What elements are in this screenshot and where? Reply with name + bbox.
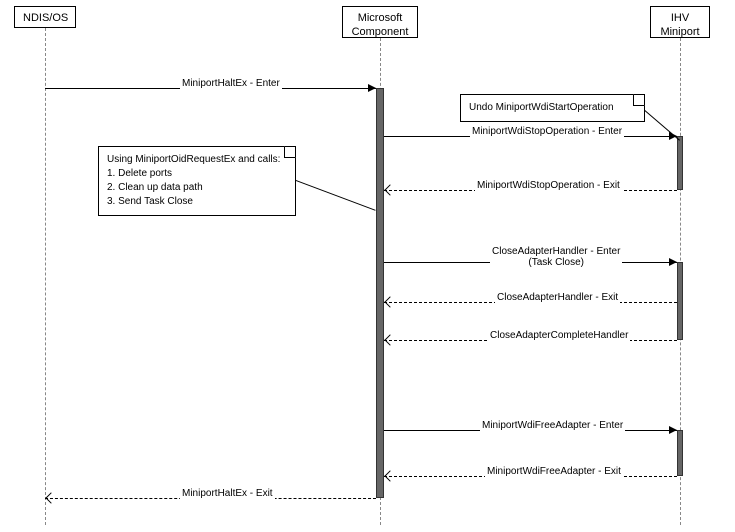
- message-label-1: MiniportWdiStopOperation - Enter: [470, 126, 624, 137]
- participant-msft: MicrosoftComponent: [342, 6, 418, 38]
- message-label-2: MiniportWdiStopOperation - Exit: [475, 180, 622, 191]
- activation-ihv-1: [677, 136, 683, 190]
- participant-ihv: IHVMiniport: [650, 6, 710, 38]
- message-label-4: CloseAdapterHandler - Exit: [495, 292, 620, 303]
- message-label-5: CloseAdapterCompleteHandler: [488, 330, 630, 341]
- note-undo-note: Undo MiniportWdiStartOperation: [460, 94, 645, 122]
- activation-ihv-2: [677, 262, 683, 340]
- message-arrow-3: [669, 258, 677, 266]
- message-label-7: MiniportWdiFreeAdapter - Exit: [485, 466, 623, 477]
- message-label-3: CloseAdapterHandler - Enter(Task Close): [490, 246, 622, 268]
- message-label-6: MiniportWdiFreeAdapter - Enter: [480, 420, 625, 431]
- message-arrow-7: [384, 470, 395, 481]
- message-arrow-0: [368, 84, 376, 92]
- activation-ihv-3: [677, 430, 683, 476]
- message-arrow-5: [384, 334, 395, 345]
- participant-ndis: NDIS/OS: [14, 6, 76, 28]
- message-arrow-4: [384, 296, 395, 307]
- message-arrow-8: [45, 492, 56, 503]
- sequence-diagram: NDIS/OS MicrosoftComponent IHVMiniport Mini…: [0, 0, 735, 532]
- lifeline-ndis: [45, 28, 46, 525]
- note-connector-using-note: [296, 180, 376, 211]
- activation-msft-0: [376, 88, 384, 498]
- message-arrow-6: [669, 426, 677, 434]
- message-arrow-2: [384, 184, 395, 195]
- message-label-8: MiniportHaltEx - Exit: [180, 488, 275, 499]
- note-using-note: Using MiniportOidRequestEx and calls:1. …: [98, 146, 296, 216]
- message-label-0: MiniportHaltEx - Enter: [180, 78, 282, 89]
